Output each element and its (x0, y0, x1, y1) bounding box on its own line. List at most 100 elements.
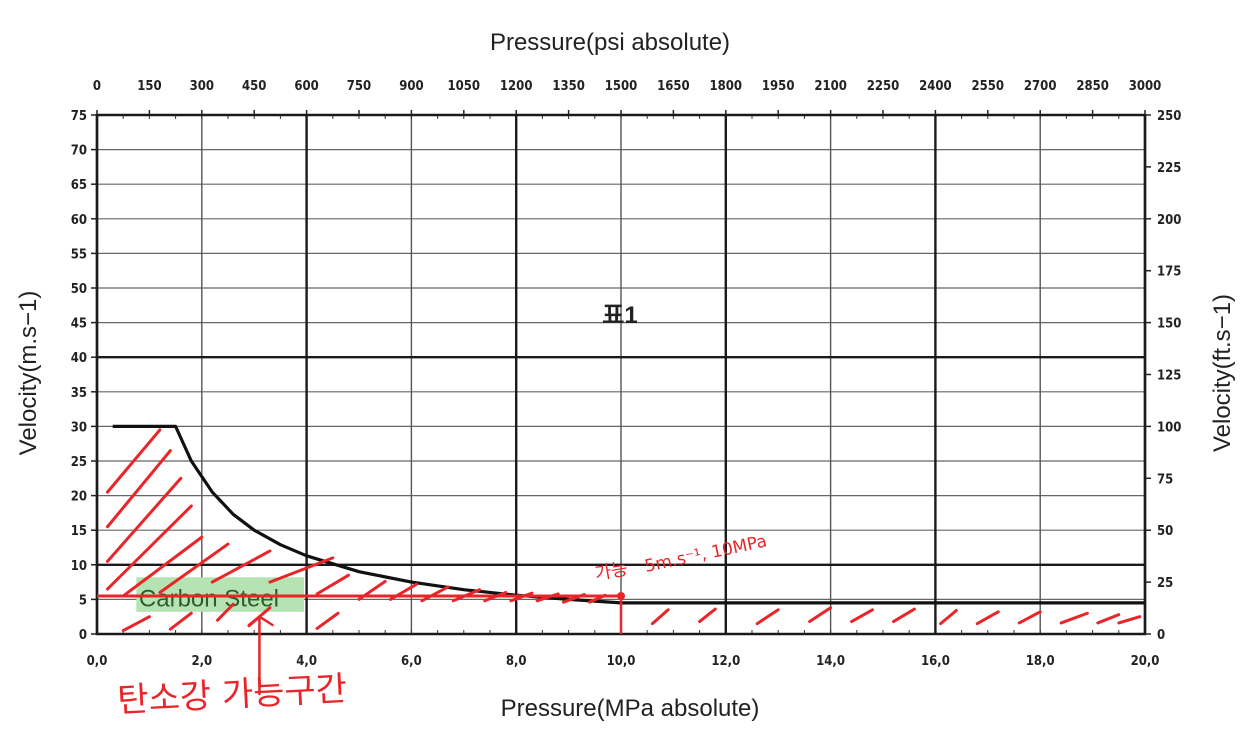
hatch-stroke (755, 608, 780, 626)
hatch-stroke (483, 590, 508, 603)
x2-tick-label: 600 (294, 79, 318, 94)
hatch-stroke (698, 607, 717, 624)
y2-tick-label: 200 (1157, 213, 1181, 228)
x2-axis-ticks: 0 150 300 450 600 750 900 1050 1200 1350 1500 1650 1… (93, 79, 1161, 115)
y-tick-label: 5 (79, 593, 87, 608)
hatch-stroke (210, 549, 272, 584)
y2-tick-label: 125 (1157, 369, 1181, 384)
y-tick-label: 15 (71, 524, 87, 539)
hatch-stroke (535, 592, 560, 603)
hatch-stroke (1059, 611, 1089, 625)
hatch-stroke (588, 593, 607, 604)
hatch-stroke (168, 611, 193, 631)
hatch-stroke (121, 615, 151, 633)
y2-tick-label: 250 (1157, 109, 1181, 124)
x2-tick-label: 1050 (448, 79, 481, 94)
y2-tick-label: 150 (1157, 317, 1181, 332)
y2-tick-label: 25 (1157, 576, 1173, 591)
hatch-stroke (650, 608, 670, 626)
x2-axis-title: Pressure(psi absolute) (490, 29, 730, 56)
series-layer (112, 424, 1145, 605)
y2-tick-label: 50 (1157, 524, 1173, 539)
hatch-stroke (891, 607, 916, 624)
y2-tick-label: 0 (1157, 628, 1165, 643)
y-tick-label: 0 (79, 628, 87, 643)
y2-tick-label: 100 (1157, 420, 1181, 435)
x-tick-label: 8,0 (506, 654, 527, 669)
hatch-stroke (561, 593, 586, 604)
x2-tick-label: 1500 (605, 79, 638, 94)
handwriting-layer (97, 428, 1142, 696)
x-tick-label: 10,0 (607, 654, 636, 669)
x-tick-label: 12,0 (711, 654, 740, 669)
y-tick-label: 65 (71, 178, 87, 193)
x2-tick-label: 2400 (919, 79, 952, 94)
y-tick-label: 55 (71, 247, 87, 262)
x-axis-ticks: 0,0 2,0 4,0 6,0 8,0 10,0 12,0 14,0 16,0 18,0 20,0 (87, 654, 1160, 669)
hatch-stroke (216, 602, 235, 622)
x-tick-label: 16,0 (921, 654, 950, 669)
y-tick-label: 10 (71, 559, 87, 574)
y-axis-ticks: 0 5 10 15 20 25 30 35 40 45 50 55 60 65 70 75 (71, 109, 97, 643)
hatch-stroke (509, 591, 534, 603)
x2-tick-label: 1350 (552, 79, 585, 94)
handwritten-region-label: 탄소강 가능구간 (116, 669, 348, 721)
carbon-steel-label: Carbon Steel (139, 585, 279, 612)
x-axis-title: Pressure(MPa absolute) (501, 695, 760, 722)
x2-tick-label: 1650 (657, 79, 690, 94)
x2-tick-label: 0 (93, 79, 101, 94)
y-tick-label: 20 (71, 490, 87, 505)
hatch-stroke (1017, 610, 1042, 625)
x-tick-label: 4,0 (296, 654, 317, 669)
x2-tick-label: 900 (399, 79, 423, 94)
hatch-stroke (1117, 615, 1142, 625)
hatch-stroke (357, 579, 387, 601)
y2-tick-label: 75 (1157, 472, 1173, 487)
x2-tick-label: 1800 (710, 79, 743, 94)
y-tick-label: 45 (71, 317, 87, 332)
y-tick-label: 30 (71, 420, 87, 435)
hatch-stroke (315, 573, 351, 596)
handwritten-point-label: 5m.s⁻¹, 10MPa (643, 531, 769, 576)
x-tick-label: 6,0 (401, 654, 422, 669)
x2-tick-label: 450 (242, 79, 266, 94)
hatch-stroke (105, 449, 172, 529)
x-tick-label: 18,0 (1026, 654, 1055, 669)
hatch-stroke (808, 606, 833, 624)
hatch-stroke (268, 556, 335, 584)
y-tick-label: 75 (71, 109, 87, 124)
y2-axis-title: Velocity(ft.s−1) (1209, 294, 1236, 452)
hatch-stroke (105, 504, 193, 591)
hatch-stroke (105, 476, 183, 563)
hatch-stroke (850, 608, 875, 624)
y-tick-label: 25 (71, 455, 87, 470)
x-tick-label: 0,0 (87, 654, 108, 669)
x2-tick-label: 2700 (1024, 79, 1057, 94)
hatch-stroke (939, 608, 958, 626)
x-tick-label: 14,0 (816, 654, 845, 669)
hatch-stroke (121, 535, 204, 598)
handwritten-possible-label: 가능 (593, 558, 629, 584)
y-tick-label: 60 (71, 213, 87, 228)
handwritten-arrow (247, 615, 274, 696)
y-axis-title: Velocity(m.s−1) (15, 291, 42, 456)
x2-tick-label: 2250 (867, 79, 900, 94)
y2-tick-label: 225 (1157, 161, 1181, 176)
y-tick-label: 40 (71, 351, 87, 366)
hatch-stroke (315, 611, 340, 630)
velocity-limit-line (112, 424, 1145, 605)
hatch-stroke (388, 582, 419, 601)
handwritten-point (617, 591, 625, 600)
minor-gridlines (96, 114, 1146, 635)
hatch-stroke (158, 542, 230, 594)
hatch-stroke (975, 610, 1000, 626)
y-tick-label: 50 (71, 282, 87, 297)
x2-tick-label: 300 (190, 79, 214, 94)
hatch-stroke (451, 588, 482, 603)
y2-tick-label: 175 (1157, 265, 1181, 280)
y-tick-label: 35 (71, 386, 87, 401)
y2-axis-ticks: 0 25 50 75 100 125 150 175 200 225 250 (1145, 109, 1181, 643)
x-tick-label: 20,0 (1131, 654, 1160, 669)
x2-tick-label: 2100 (814, 79, 847, 94)
